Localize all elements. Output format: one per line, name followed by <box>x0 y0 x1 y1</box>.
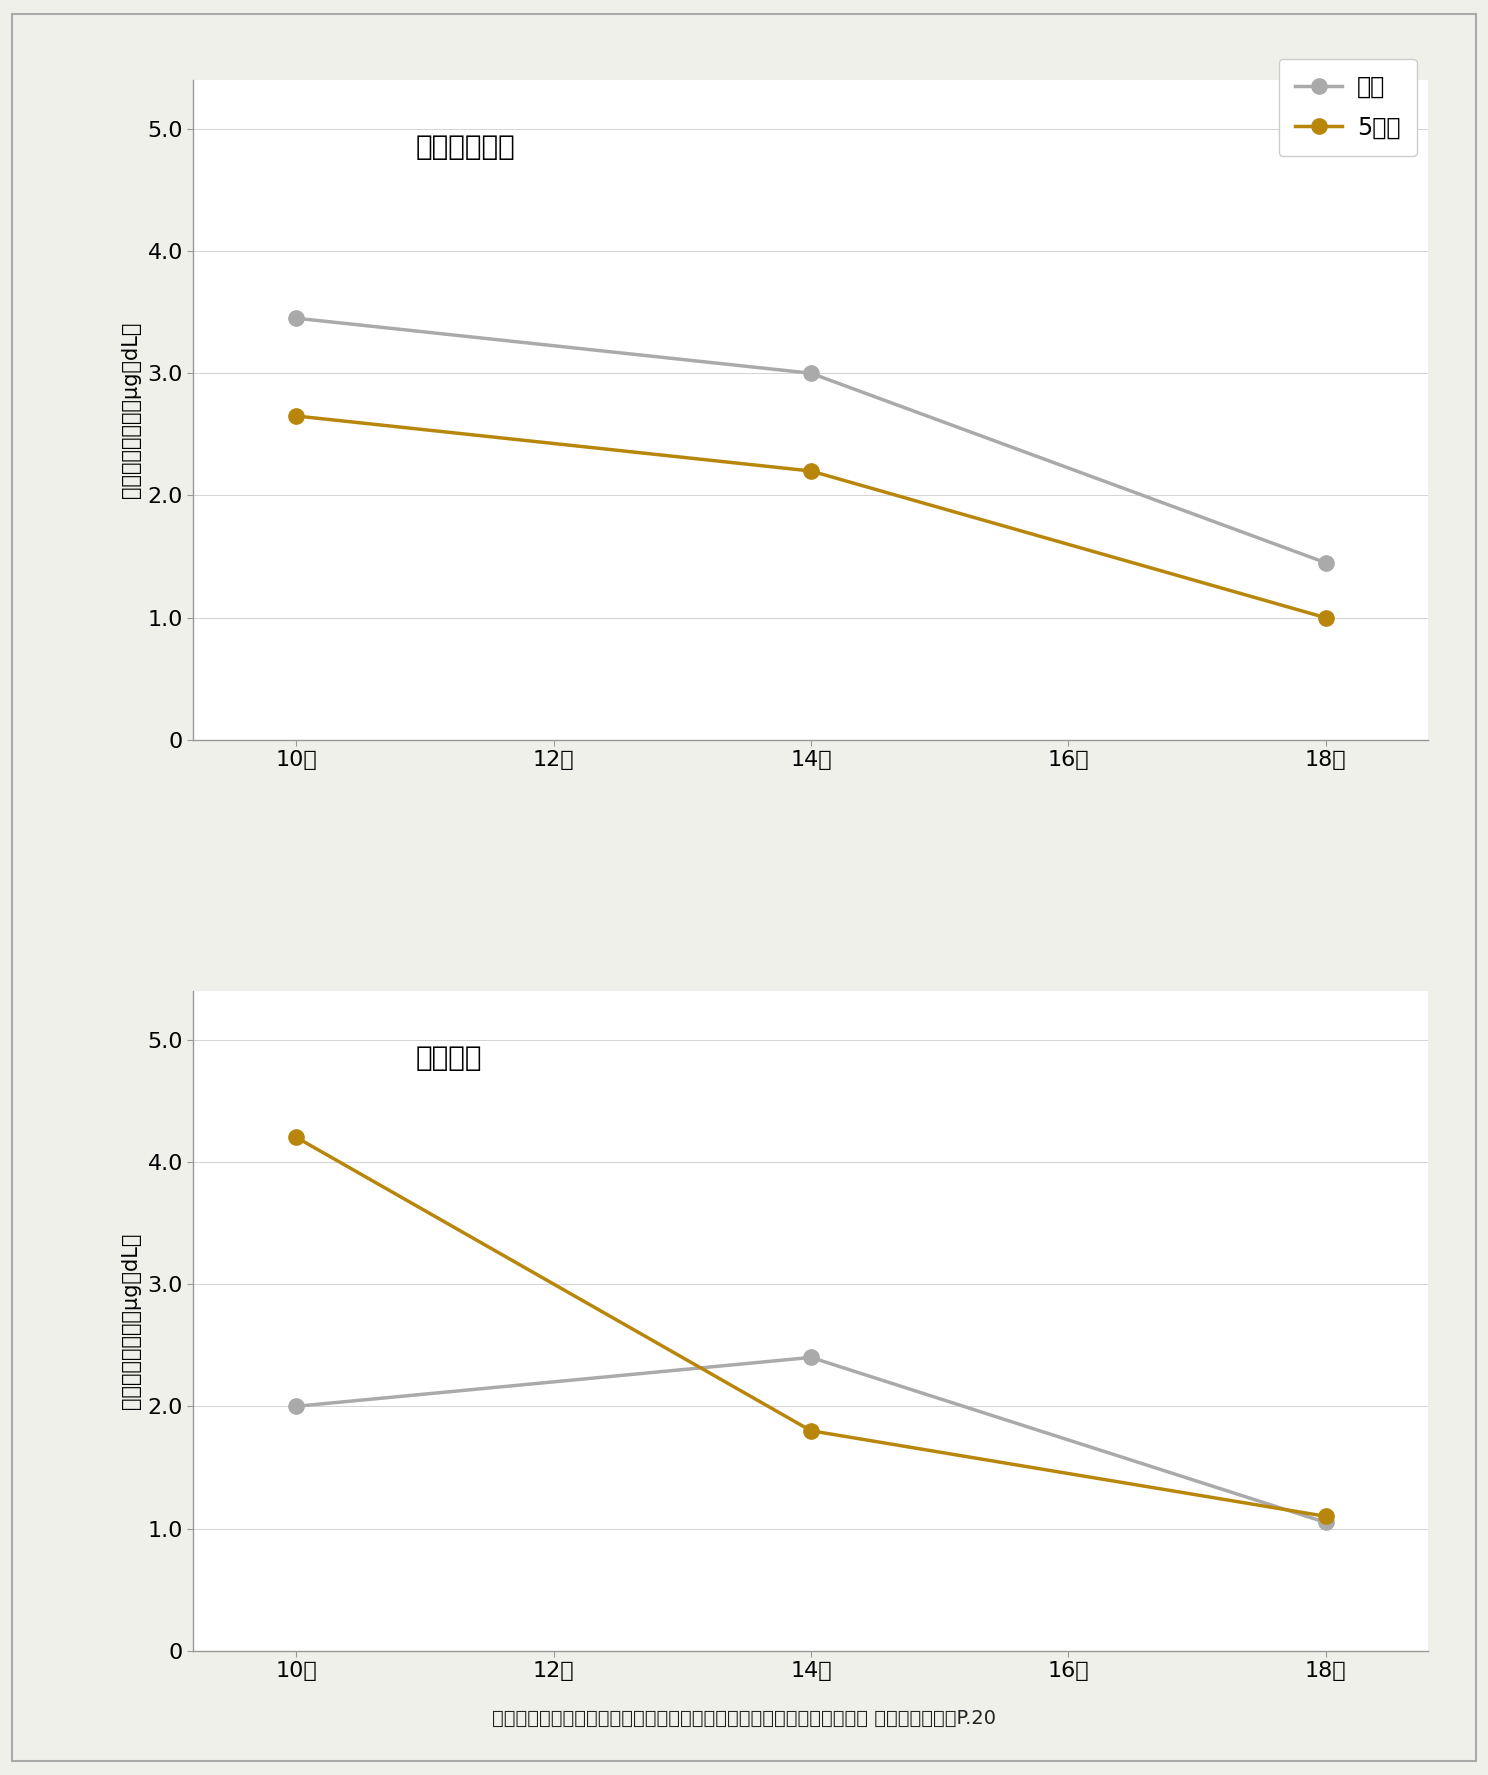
Text: 》出典「（一社）日本住宅・木材技術センター編「内装木質化等の効果 実証事例集」、P.20: 》出典「（一社）日本住宅・木材技術センター編「内装木質化等の効果 実証事例集」、… <box>493 1709 995 1727</box>
5日目 <box>287 1127 305 1148</box>
前値 <box>802 362 820 383</box>
前値 <box>1317 1512 1335 1534</box>
前値 <box>802 1347 820 1369</box>
Line: 5日目: 5日目 <box>289 408 1333 625</box>
Text: 白色メラミン: 白色メラミン <box>415 133 515 162</box>
5日目 <box>802 460 820 481</box>
前値 <box>1317 552 1335 573</box>
Legend: 前値, 5日目: 前値, 5日目 <box>1278 59 1417 156</box>
5日目 <box>802 1420 820 1441</box>
前値 <box>287 1395 305 1416</box>
5日目 <box>287 405 305 426</box>
Text: クリ単板: クリ単板 <box>415 1044 482 1072</box>
Y-axis label: コルチゾール値（μg／dL）: コルチゾール値（μg／dL） <box>121 1232 141 1409</box>
Line: 5日目: 5日目 <box>289 1129 1333 1525</box>
Line: 前値: 前値 <box>289 1349 1333 1530</box>
Y-axis label: コルチゾール値（μg／dL）: コルチゾール値（μg／dL） <box>121 321 141 499</box>
5日目 <box>1317 1505 1335 1526</box>
5日目 <box>1317 607 1335 628</box>
Line: 前値: 前値 <box>289 311 1333 570</box>
前値 <box>287 307 305 328</box>
